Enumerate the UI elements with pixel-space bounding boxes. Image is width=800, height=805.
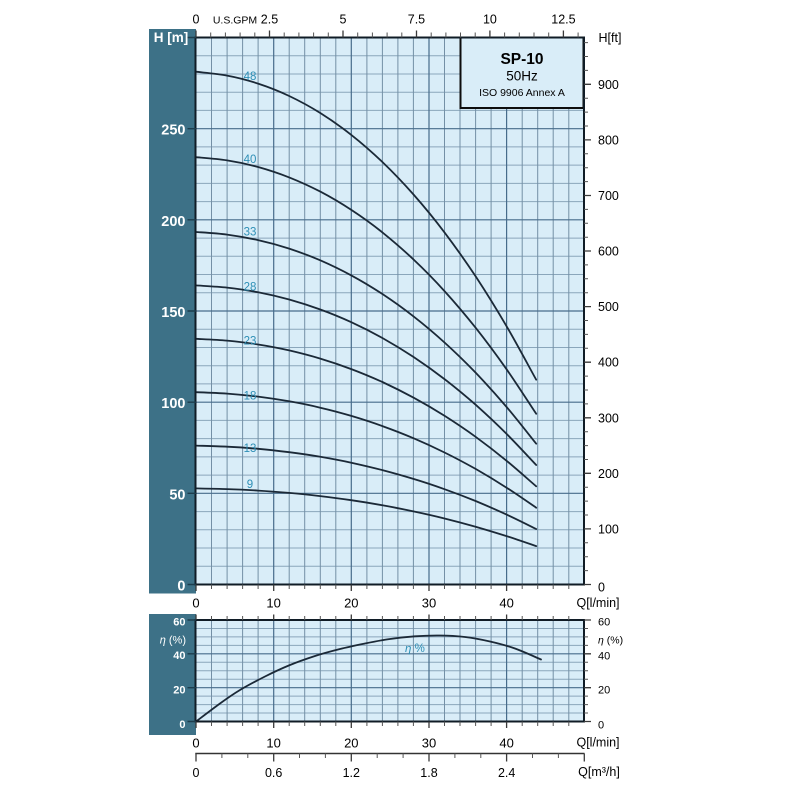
svg-text:20: 20: [173, 685, 185, 697]
svg-text:U.S.GPM: U.S.GPM: [213, 15, 257, 27]
svg-text:η %: η %: [405, 643, 425, 655]
svg-text:30: 30: [422, 736, 436, 751]
svg-text:0: 0: [179, 719, 185, 731]
svg-text:η (%): η (%): [598, 635, 623, 647]
svg-text:300: 300: [598, 411, 619, 425]
svg-text:Q[l/min]: Q[l/min]: [576, 736, 619, 750]
svg-text:200: 200: [598, 467, 619, 481]
svg-text:10: 10: [483, 13, 497, 27]
svg-text:20: 20: [598, 685, 610, 697]
svg-text:20: 20: [344, 736, 358, 751]
svg-text:10: 10: [266, 596, 280, 611]
svg-text:60: 60: [173, 617, 185, 629]
svg-text:800: 800: [598, 133, 619, 147]
svg-text:20: 20: [344, 596, 358, 611]
svg-text:H [m]: H [m]: [154, 30, 189, 45]
svg-text:0: 0: [193, 13, 200, 27]
svg-text:13: 13: [244, 443, 257, 455]
svg-text:40: 40: [499, 596, 513, 611]
svg-text:Q[m³/h]: Q[m³/h]: [578, 765, 620, 779]
svg-text:100: 100: [161, 396, 185, 412]
svg-text:1.8: 1.8: [420, 766, 437, 780]
svg-text:η (%): η (%): [160, 635, 186, 647]
svg-text:SP-10: SP-10: [500, 51, 543, 68]
svg-text:H[ft]: H[ft]: [599, 31, 622, 45]
svg-text:2.5: 2.5: [261, 13, 278, 27]
svg-text:0: 0: [598, 581, 605, 595]
svg-text:150: 150: [161, 305, 185, 321]
svg-text:Q[l/min]: Q[l/min]: [576, 596, 619, 610]
svg-text:50: 50: [169, 487, 185, 503]
svg-text:700: 700: [598, 189, 619, 203]
svg-text:500: 500: [598, 300, 619, 314]
svg-text:0: 0: [192, 736, 199, 751]
svg-text:9: 9: [247, 479, 253, 491]
svg-text:33: 33: [244, 227, 257, 239]
svg-text:0: 0: [192, 596, 199, 611]
svg-text:50Hz: 50Hz: [506, 69, 538, 84]
svg-text:0: 0: [598, 720, 604, 732]
svg-text:0: 0: [177, 579, 185, 595]
svg-text:600: 600: [598, 245, 619, 259]
svg-text:10: 10: [266, 736, 280, 751]
svg-text:900: 900: [598, 78, 619, 92]
svg-text:48: 48: [244, 71, 257, 83]
svg-text:7.5: 7.5: [408, 13, 425, 27]
svg-text:400: 400: [598, 356, 619, 370]
svg-text:30: 30: [422, 596, 436, 611]
svg-text:5: 5: [339, 13, 346, 27]
svg-text:200: 200: [161, 214, 185, 230]
svg-text:40: 40: [598, 651, 610, 663]
svg-text:0.6: 0.6: [265, 766, 282, 780]
svg-text:18: 18: [244, 391, 257, 403]
svg-text:23: 23: [244, 336, 257, 348]
svg-text:12.5: 12.5: [551, 13, 575, 27]
svg-text:ISO 9906 Annex A: ISO 9906 Annex A: [479, 87, 565, 99]
svg-text:0: 0: [193, 766, 200, 780]
svg-text:2.4: 2.4: [498, 766, 515, 780]
svg-text:40: 40: [173, 650, 185, 662]
svg-text:28: 28: [244, 282, 257, 294]
svg-text:1.2: 1.2: [343, 766, 360, 780]
svg-text:40: 40: [499, 736, 513, 751]
svg-text:250: 250: [161, 123, 185, 139]
svg-text:60: 60: [598, 617, 610, 629]
svg-text:40: 40: [244, 154, 257, 166]
svg-text:100: 100: [598, 522, 619, 536]
